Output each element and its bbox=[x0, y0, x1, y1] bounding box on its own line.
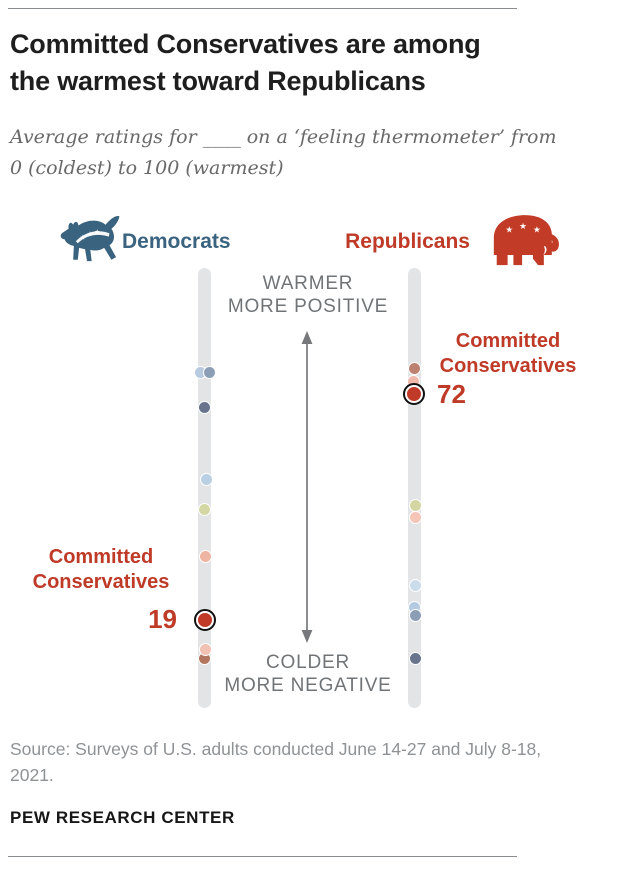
committed-conservatives-annotation-democrats: Committed Conservatives bbox=[25, 545, 177, 595]
svg-text:★: ★ bbox=[87, 230, 93, 238]
svg-text:★: ★ bbox=[80, 233, 86, 241]
elephant-icon: ★ ★ ★ bbox=[493, 215, 559, 266]
democrats-rating-value: 19 bbox=[148, 604, 177, 634]
colder-axis-label: COLDER MORE NEGATIVE bbox=[222, 651, 394, 697]
top-divider bbox=[8, 8, 517, 9]
source-note: Source: Surveys of U.S. adults conducted… bbox=[10, 736, 600, 788]
warmer-axis-label: WARMER MORE POSITIVE bbox=[222, 272, 394, 318]
svg-text:★: ★ bbox=[533, 225, 541, 235]
svg-text:★: ★ bbox=[519, 222, 527, 232]
annotation-line-2: Conservatives bbox=[32, 571, 170, 593]
title-line-2: the warmest toward Republicans bbox=[10, 66, 426, 96]
warmer-line-2: MORE POSITIVE bbox=[227, 296, 389, 317]
warmer-line-1: WARMER bbox=[262, 273, 354, 294]
colder-line-1: COLDER bbox=[266, 652, 350, 673]
svg-text:★: ★ bbox=[94, 228, 100, 236]
republicans-rating-value: 72 bbox=[437, 379, 466, 409]
bottom-divider bbox=[8, 856, 517, 857]
annotation-line-1: Committed bbox=[455, 330, 561, 352]
pew-research-center-brand: PEW RESEARCH CENTER bbox=[10, 808, 235, 827]
republicans-thermometer-track bbox=[408, 268, 421, 708]
republicans-label: Republicans bbox=[345, 230, 470, 253]
page-title: Committed Conservatives are among the wa… bbox=[10, 26, 570, 100]
annotation-line-2: Conservatives bbox=[439, 355, 577, 377]
subtitle-line-2: 0 (coldest) to 100 (warmest) bbox=[10, 157, 284, 179]
committed-conservatives-annotation-republicans: Committed Conservatives bbox=[428, 329, 588, 379]
source-line-2: 2021. bbox=[10, 765, 54, 785]
svg-text:★: ★ bbox=[505, 225, 513, 235]
democrats-label: Democrats bbox=[122, 230, 231, 253]
warm-cold-direction-arrow bbox=[301, 331, 313, 643]
chart-subtitle: Average ratings for ____ on a ‘feeling t… bbox=[10, 122, 585, 184]
colder-line-2: MORE NEGATIVE bbox=[224, 675, 392, 696]
annotation-line-1: Committed bbox=[48, 546, 154, 568]
source-line-1: Source: Surveys of U.S. adults conducted… bbox=[10, 739, 542, 759]
democrats-thermometer-track bbox=[198, 268, 211, 708]
donkey-icon: ★ ★ ★ bbox=[60, 216, 120, 262]
title-line-1: Committed Conservatives are among bbox=[10, 29, 481, 59]
subtitle-line-1: Average ratings for ____ on a ‘feeling t… bbox=[10, 126, 557, 148]
